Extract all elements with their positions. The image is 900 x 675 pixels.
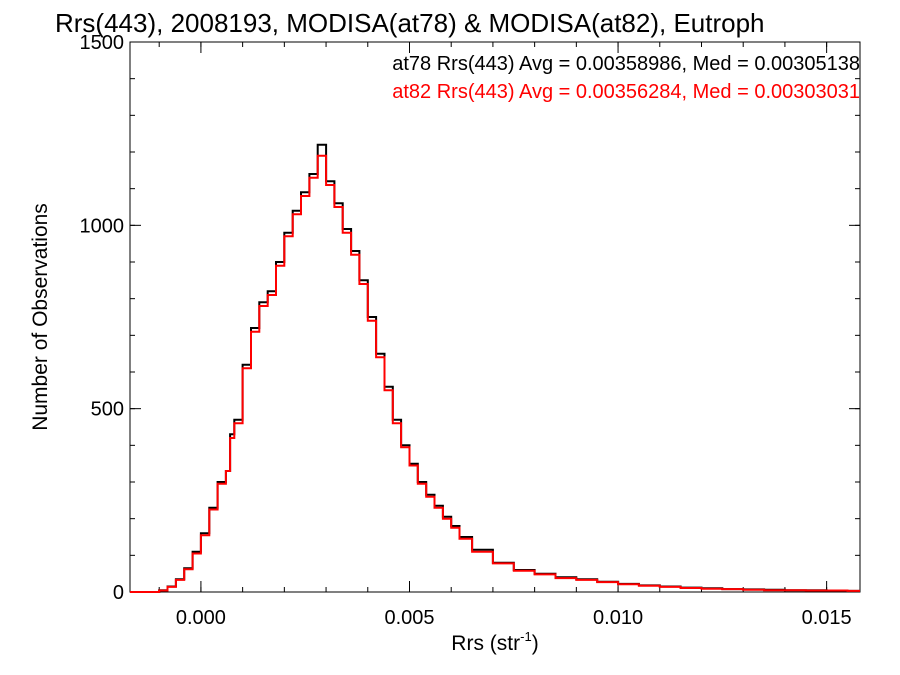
plot-frame [129,41,861,593]
y-axis-label: Number of Observations [29,203,52,431]
series-at78-histogram [130,143,860,593]
x-tick-label: 0.015 [802,607,852,629]
y-tick-label: 1000 [80,215,125,237]
x-tick-label: 0.010 [593,607,643,629]
legend-entry-at82: at82 Rrs(443) Avg = 0.00356284, Med = 0.… [392,81,860,103]
y-tick-label: 500 [91,399,124,421]
legend-entry-at78: at78 Rrs(443) Avg = 0.00358986, Med = 0.… [392,53,860,75]
x-axis-label-end: ) [532,632,539,655]
y-tick-label: 0 [113,582,124,604]
plot-border [129,41,861,593]
y-axis-ticks: 0 500 1000 1500 [80,32,860,604]
x-axis-label-sup: -1 [520,629,532,644]
chart-title: Rrs(443), 2008193, MODISA(at78) & MODISA… [55,8,765,38]
x-axis-label-base: Rrs (str [451,632,520,655]
x-axis-label: Rrs (str-1) [451,629,538,655]
x-tick-label: 0.005 [384,607,434,629]
series-at82-histogram [130,154,860,593]
x-axis-ticks: 0.000 0.005 0.010 0.015 [176,42,852,629]
x-tick-label: 0.000 [176,607,226,629]
series-layer [130,143,860,593]
y-tick-label: 1500 [80,32,125,54]
